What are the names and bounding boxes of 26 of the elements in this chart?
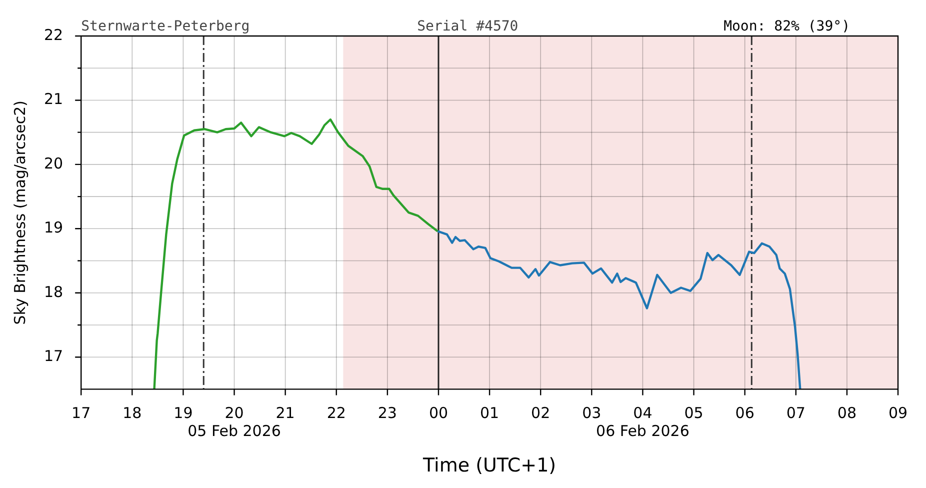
x-tick-label: 03 xyxy=(582,404,602,422)
x-tick-label: 08 xyxy=(837,404,856,422)
x-tick-label: 18 xyxy=(122,404,142,422)
x-tick-label: 01 xyxy=(480,404,500,422)
x-tick-label: 00 xyxy=(428,404,448,422)
text: Serial #4570 xyxy=(417,18,518,35)
y-tick-label: 17 xyxy=(44,346,64,365)
x-tick-label: 02 xyxy=(531,404,550,422)
x-tick-label: 17 xyxy=(72,404,91,422)
y-axis-title: Sky Brightness (mag/arcsec2) xyxy=(10,100,29,325)
y-tick-label: 21 xyxy=(44,90,64,108)
y-tick-label: 22 xyxy=(44,26,64,44)
x-tick-label: 21 xyxy=(276,404,295,422)
y-tick-label: 19 xyxy=(44,218,64,237)
x-axis-title: Time (UTC+1) xyxy=(422,454,556,477)
y-tick-label: 18 xyxy=(44,282,64,301)
x-tick-label: 09 xyxy=(888,404,908,422)
x-tick-label: 07 xyxy=(786,404,806,422)
x-tick-label: 19 xyxy=(174,404,193,422)
text: Sternwarte-Peterberg xyxy=(81,18,250,35)
y-tick-label: 20 xyxy=(44,154,64,172)
x-tick-label: 05 xyxy=(684,404,704,422)
x-tick-label: 23 xyxy=(378,404,397,422)
text: Moon: 82% (39°) xyxy=(724,18,850,35)
x-tick-label: 06 xyxy=(735,404,754,422)
x-tick-label: 22 xyxy=(326,404,346,422)
